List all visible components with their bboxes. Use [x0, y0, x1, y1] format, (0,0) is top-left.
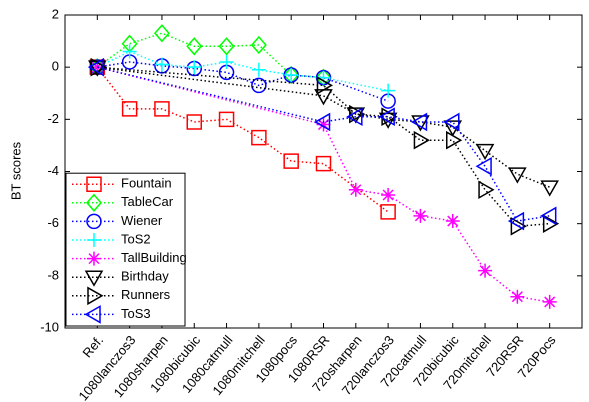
legend-marker: [86, 193, 102, 212]
data-point: [542, 214, 560, 233]
data-point: [381, 83, 396, 98]
y-tick-label: -10: [40, 319, 59, 334]
y-axis-label: BT scores: [8, 141, 23, 200]
data-point: [380, 204, 396, 220]
data-point: [251, 62, 266, 77]
data-point: [218, 111, 235, 128]
data-point: [250, 35, 267, 55]
legend-marker: [87, 233, 101, 247]
series-line: [97, 61, 389, 102]
y-tick-label: 2: [52, 6, 59, 21]
legend-marker: [86, 213, 102, 230]
legend-label: Fountain: [121, 176, 172, 191]
data-point: [315, 68, 332, 87]
data-point: [284, 67, 299, 82]
data-point: [475, 156, 492, 176]
legend-marker: [84, 305, 101, 324]
data-point: [478, 263, 493, 278]
legend-box: [65, 172, 186, 327]
data-point: [411, 115, 430, 132]
legend-label: TableCar: [121, 194, 174, 209]
data-point: [510, 289, 525, 304]
data-point: [507, 211, 525, 231]
data-point: [478, 180, 495, 200]
data-point: [283, 65, 300, 85]
data-point: [540, 180, 559, 197]
series-line: [96, 32, 324, 79]
data-point: [121, 101, 138, 117]
data-point: [122, 44, 137, 59]
data-point: [540, 206, 557, 226]
y-tick-label: -2: [47, 111, 59, 126]
data-point: [313, 112, 331, 132]
y-tick-label: 0: [52, 59, 59, 74]
data-point: [445, 214, 460, 229]
series-line: [97, 66, 550, 228]
series-line: [96, 66, 389, 213]
y-tick-label: -8: [47, 267, 59, 282]
data-point: [348, 182, 363, 197]
data-point: [187, 60, 202, 75]
data-point: [475, 143, 495, 161]
data-point: [153, 24, 170, 43]
data-point: [542, 294, 557, 309]
data-point: [316, 117, 331, 132]
data-point: [413, 130, 430, 150]
legend-marker: [84, 270, 104, 287]
data-point: [283, 153, 299, 169]
legend-marker: [87, 251, 101, 266]
data-point: [315, 155, 332, 172]
data-point: [154, 101, 170, 117]
legend-marker: [87, 286, 104, 306]
data-point: [251, 129, 267, 146]
data-point: [508, 167, 527, 184]
data-point: [316, 76, 334, 95]
data-point: [186, 114, 202, 130]
legend-label: Runners: [121, 287, 171, 302]
legend-marker: [86, 176, 102, 192]
data-point: [378, 112, 398, 129]
legend-label: ToS3: [121, 306, 151, 321]
data-point: [510, 216, 527, 236]
data-point: [446, 130, 463, 150]
data-point: [219, 54, 234, 69]
data-point: [186, 37, 203, 56]
data-point: [154, 57, 169, 72]
data-point: [410, 112, 428, 132]
series-line: [97, 66, 550, 188]
data-point: [381, 187, 396, 202]
data-point: [378, 107, 395, 127]
y-tick-label: -4: [47, 163, 59, 178]
data-point: [87, 57, 105, 77]
data-point: [443, 112, 460, 132]
series-line: [97, 66, 550, 222]
data-point: [346, 107, 363, 127]
legend-label: ToS2: [121, 231, 151, 246]
data-point: [251, 77, 267, 94]
legend-label: Birthday: [121, 269, 169, 284]
legend-label: TallBuilding: [121, 250, 187, 265]
data-point: [349, 104, 366, 124]
legend-label: Wiener: [121, 213, 163, 228]
data-point: [218, 37, 235, 56]
data-point: [381, 107, 398, 127]
data-point: [413, 208, 428, 223]
data-point: [90, 57, 107, 77]
x-tick-label: Ref.: [79, 332, 106, 360]
y-tick-label: -6: [47, 215, 59, 230]
